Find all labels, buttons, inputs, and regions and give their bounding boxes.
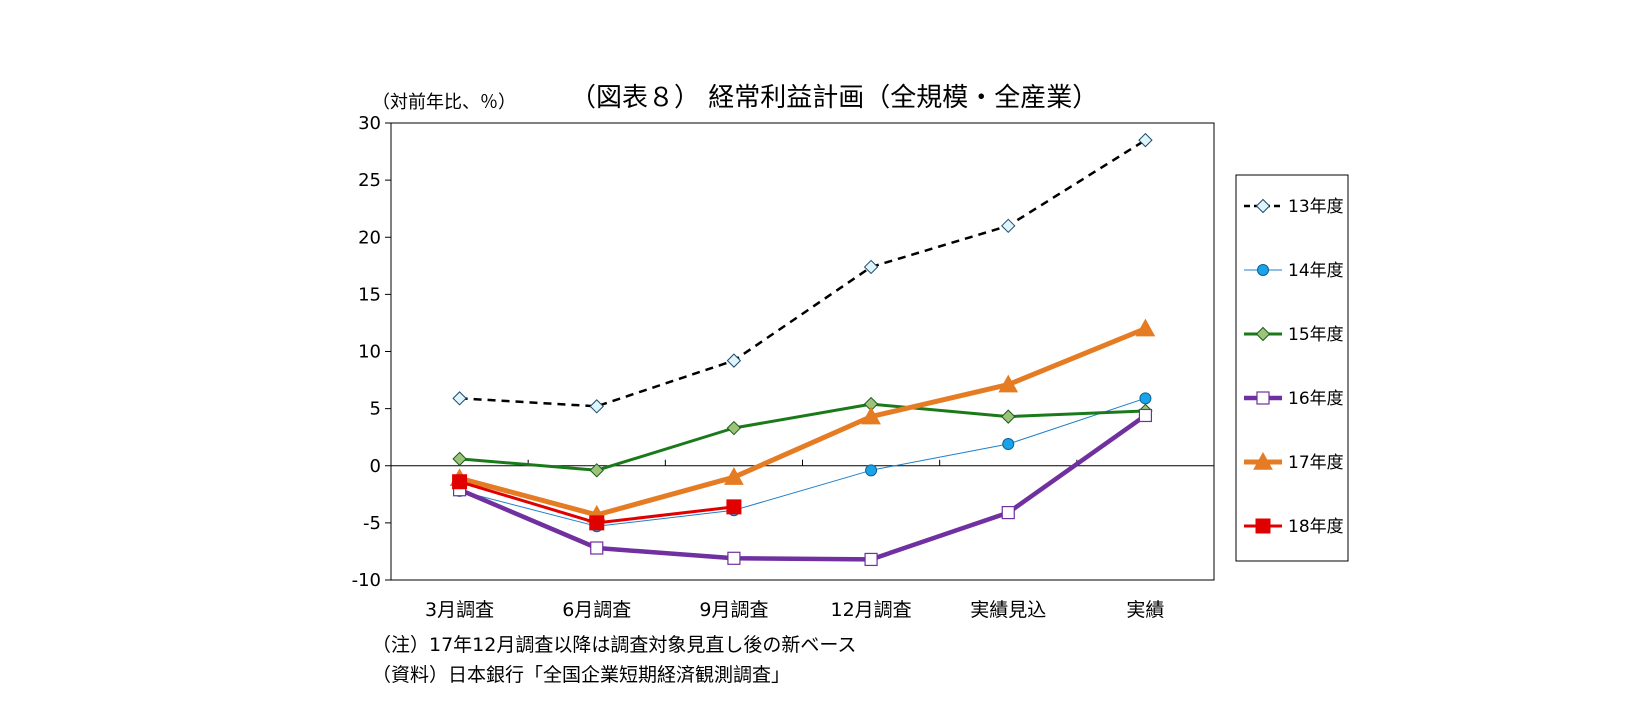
notes: （注）17年12月調査以降は調査対象見直し後の新ベース （資料）日本銀行「全国企… — [372, 630, 856, 690]
legend-label: 13年度 — [1288, 197, 1344, 217]
y-tick-label: 5 — [370, 399, 381, 420]
data-point — [863, 259, 879, 275]
legend-marker — [1255, 198, 1271, 214]
series-6 — [452, 474, 742, 531]
legend-marker — [1255, 326, 1271, 342]
series-line — [459, 397, 1146, 527]
data-point — [998, 374, 1019, 393]
series-line — [458, 326, 1147, 518]
data-point — [726, 499, 742, 515]
series-layer — [449, 132, 1156, 567]
data-point — [1001, 409, 1016, 424]
y-tick-label: 0 — [370, 456, 381, 477]
x-tick-label: 9月調査 — [699, 599, 768, 621]
data-point — [1002, 438, 1015, 451]
data-point — [1135, 318, 1156, 337]
data-point — [589, 399, 604, 414]
data-point — [1139, 392, 1152, 405]
legend-label: 16年度 — [1288, 389, 1344, 409]
legend-label: 17年度 — [1288, 453, 1344, 473]
legend-label: 15年度 — [1288, 325, 1344, 345]
data-point — [864, 552, 878, 567]
data-point — [1001, 505, 1015, 520]
data-point — [861, 406, 881, 425]
legend-marker — [1253, 451, 1273, 470]
x-tick-label: 3月調査 — [425, 599, 494, 621]
legend-label: 14年度 — [1288, 261, 1344, 281]
y-axis: -10 -5 0 5 10 15 20 25 30 — [352, 113, 391, 591]
legend-item: 18年度 — [1244, 517, 1344, 537]
data-point — [452, 391, 467, 406]
x-axis: 3月調査 6月調査 9月調査 12月調査 実績見込 実績 — [391, 459, 1214, 621]
legend-label: 18年度 — [1288, 517, 1344, 537]
data-point — [452, 451, 467, 467]
data-point — [1138, 408, 1153, 423]
x-tick-label: 実績見込 — [970, 599, 1046, 621]
y-tick-label: -5 — [363, 513, 381, 534]
data-point — [452, 474, 468, 490]
y-tick-label: 20 — [358, 227, 381, 248]
legend: 13年度 14年度 15年度 16年度 17年度 18年度 — [1235, 174, 1349, 562]
x-tick-label: 実績 — [1126, 599, 1164, 621]
legend-item: 14年度 — [1244, 261, 1344, 281]
legend-marker — [1256, 391, 1270, 405]
legend-item: 16年度 — [1244, 389, 1344, 409]
y-tick-label: 15 — [358, 284, 381, 305]
data-point — [726, 353, 742, 368]
x-tick-label: 12月調査 — [830, 599, 911, 621]
legend-marker — [1257, 264, 1269, 276]
data-point — [865, 464, 878, 477]
data-point — [724, 467, 744, 485]
legend-box — [1235, 174, 1349, 562]
data-point — [1138, 132, 1153, 148]
series-line — [459, 139, 1147, 408]
data-point — [726, 420, 742, 436]
series-line — [458, 413, 1147, 562]
data-point — [590, 541, 604, 555]
chart-title: （図表８） 経常利益計画（全規模・全産業） — [570, 83, 1098, 113]
y-tick-label: 30 — [358, 113, 381, 134]
y-tick-label: -10 — [352, 570, 381, 591]
series-4 — [452, 408, 1153, 567]
source-line: （資料）日本銀行「全国企業短期経済観測調査」 — [372, 664, 791, 686]
series-1 — [452, 132, 1153, 414]
y-axis-label: （対前年比、％） — [372, 92, 516, 113]
y-tick-label: 10 — [358, 342, 381, 363]
series-line — [459, 402, 1146, 472]
legend-item: 15年度 — [1244, 325, 1344, 345]
data-point — [589, 463, 604, 478]
data-point — [727, 551, 741, 565]
data-point — [589, 515, 605, 531]
legend-marker — [1255, 518, 1271, 534]
series-5 — [449, 318, 1156, 523]
x-tick-label: 6月調査 — [562, 599, 631, 621]
y-tick-label: 25 — [358, 170, 381, 191]
note-line: （注）17年12月調査以降は調査対象見直し後の新ベース — [372, 634, 857, 656]
data-point — [1001, 218, 1016, 234]
legend-item: 13年度 — [1244, 197, 1344, 217]
legend-item: 17年度 — [1244, 451, 1344, 473]
